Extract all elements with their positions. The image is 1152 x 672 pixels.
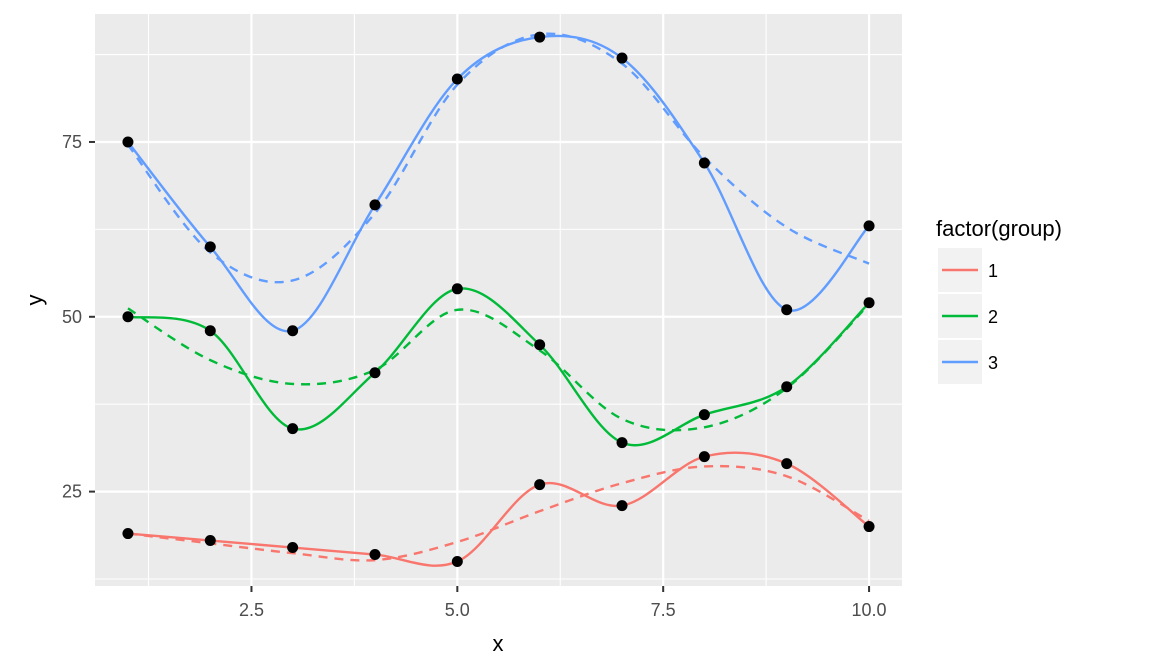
data-point-series-3 xyxy=(122,136,134,148)
data-point-series-2 xyxy=(122,311,134,323)
series-lines xyxy=(126,34,870,567)
data-point-series-3 xyxy=(204,241,216,253)
y-tick-label: 50 xyxy=(62,307,82,327)
data-point-series-2 xyxy=(369,367,381,379)
legend-title: factor(group) xyxy=(936,216,1062,241)
data-point-series-3 xyxy=(781,304,793,316)
data-point-series-1 xyxy=(863,521,875,533)
data-point-series-2 xyxy=(204,325,216,337)
series-line-3 xyxy=(126,34,870,333)
data-point-series-1 xyxy=(287,542,299,554)
x-tick-label: 10.0 xyxy=(852,600,887,620)
data-point-series-3 xyxy=(698,157,710,169)
data-point-series-2 xyxy=(451,283,463,295)
legend: factor(group) 1 2 3 xyxy=(936,216,1062,384)
data-point-series-3 xyxy=(287,325,299,337)
x-axis: 2.5 5.0 7.5 10.0 xyxy=(239,586,887,620)
trend-line-series-3 xyxy=(126,32,870,284)
data-point-series-2 xyxy=(698,409,710,421)
data-point-series-3 xyxy=(616,52,628,64)
data-point-series-2 xyxy=(781,381,793,393)
data-point-series-1 xyxy=(781,458,793,470)
data-point-series-1 xyxy=(451,556,463,568)
data-point-series-1 xyxy=(698,451,710,463)
data-point-series-2 xyxy=(616,437,628,449)
x-tick-label: 7.5 xyxy=(651,600,676,620)
data-points xyxy=(122,31,875,568)
data-point-series-1 xyxy=(122,528,134,540)
x-tick-label: 2.5 xyxy=(239,600,264,620)
minor-gridlines xyxy=(95,14,902,586)
data-point-series-3 xyxy=(863,220,875,232)
legend-label-2: 2 xyxy=(988,307,998,327)
trend-line-series-1 xyxy=(127,464,870,562)
legend-label-3: 3 xyxy=(988,353,998,373)
data-point-series-2 xyxy=(534,339,546,351)
data-point-series-1 xyxy=(616,500,628,512)
trend-lines xyxy=(126,32,870,562)
data-point-series-2 xyxy=(863,297,875,309)
legend-label-1: 1 xyxy=(988,261,998,281)
data-point-series-3 xyxy=(369,199,381,211)
data-point-series-2 xyxy=(287,423,299,435)
y-tick-label: 25 xyxy=(62,482,82,502)
data-point-series-3 xyxy=(451,73,463,85)
plot-panel xyxy=(95,14,902,586)
data-point-series-1 xyxy=(534,479,546,491)
series-line-2 xyxy=(127,287,870,447)
data-point-series-1 xyxy=(369,549,381,561)
y-tick-label: 75 xyxy=(62,132,82,152)
y-axis: 25 50 75 xyxy=(62,132,95,502)
trend-line-series-2 xyxy=(127,303,870,432)
data-point-series-3 xyxy=(534,31,546,43)
x-tick-label: 5.0 xyxy=(445,600,470,620)
y-axis-title: y xyxy=(22,295,47,306)
data-point-series-1 xyxy=(204,535,216,547)
series-line-1 xyxy=(127,451,870,567)
x-axis-title: x xyxy=(493,631,504,656)
